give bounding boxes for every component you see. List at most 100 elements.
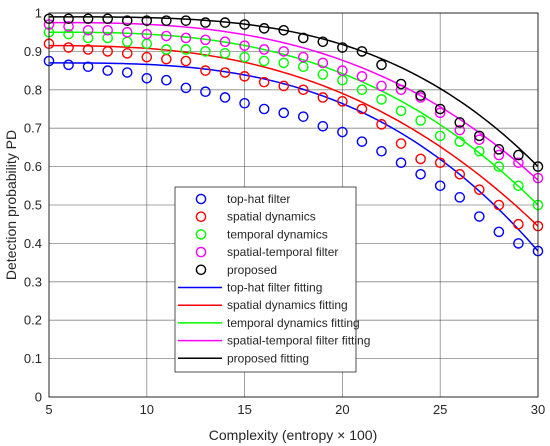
temporal-dynamics-fitting-line	[49, 31, 539, 206]
spatial-temporal-filter-point	[356, 71, 368, 82]
top-hat-filter-point	[474, 211, 485, 222]
proposed-point	[376, 59, 387, 71]
temporal-dynamics-point	[317, 69, 329, 80]
y-tick-label: 1	[35, 6, 42, 21]
x-axis-label: Complexity (entropy × 100)	[209, 427, 377, 443]
legend-label: spatial-temporal filter fitting	[227, 334, 370, 348]
spatial-temporal-filter-point	[376, 80, 387, 92]
spatial-temporal-filter-point	[121, 26, 133, 38]
spatial-dynamics-markers	[43, 38, 544, 232]
temporal-dynamics-point	[258, 55, 270, 67]
temporal-dynamics-point	[454, 136, 466, 147]
temporal-dynamics-point	[395, 105, 407, 117]
spatial-dynamics-fitting-line	[49, 44, 539, 227]
proposed-markers	[43, 13, 544, 172]
proposed-point	[356, 46, 368, 57]
temporal-dynamics-point	[513, 180, 524, 192]
legend-label: proposed	[227, 263, 277, 277]
proposed-point	[415, 90, 426, 101]
x-tick-label: 15	[237, 402, 251, 417]
legend-label: spatial-temporal filter	[227, 245, 338, 259]
y-tick-labels: 0 0.1 0.2 0.3 0.4 0.5 0.6 0.7 0.8 0.9 1	[24, 6, 42, 405]
top-hat-filter-point	[513, 238, 524, 249]
temporal-dynamics-point	[200, 46, 211, 57]
temporal-dynamics-point	[161, 44, 172, 55]
top-hat-filter-markers	[43, 55, 544, 257]
temporal-dynamics-markers	[43, 26, 544, 211]
y-tick-label: 0.3	[24, 274, 42, 289]
proposed-point	[395, 78, 407, 90]
top-hat-filter-point	[121, 67, 133, 78]
spatial-temporal-filter-point	[337, 65, 348, 76]
spatial-dynamics-point	[513, 218, 524, 230]
spatial-temporal-filter-point	[317, 57, 329, 69]
top-hat-filter-point	[278, 107, 290, 119]
spatial-dynamics-point	[493, 199, 505, 211]
temporal-dynamics-point	[474, 145, 485, 157]
top-hat-filter-point	[297, 111, 309, 122]
x-tick-labels: 5 10 15 20 25 30	[45, 402, 545, 417]
y-tick-label: 0.8	[24, 82, 42, 97]
legend-label: temporal dynamics	[227, 227, 328, 241]
spatial-dynamics-point	[415, 153, 426, 165]
spatial-dynamics-point	[356, 103, 368, 115]
spatial-temporal-filter-point	[141, 28, 153, 40]
spatial-temporal-filter-point	[297, 51, 309, 63]
spatial-dynamics-point	[180, 55, 192, 67]
x-tick-label: 20	[335, 402, 349, 417]
proposed-point	[434, 103, 446, 115]
spatial-dynamics-point	[63, 42, 74, 53]
spatial-dynamics-point	[317, 92, 329, 103]
proposed-point	[82, 13, 94, 25]
legend-marker	[195, 264, 207, 276]
x-tick-label: 25	[433, 402, 447, 417]
legend-marker	[195, 229, 207, 240]
proposed-point	[161, 15, 172, 26]
spatial-dynamics-point	[454, 168, 466, 180]
top-hat-filter-point	[219, 92, 231, 103]
x-tick-label: 30	[531, 402, 545, 417]
x-tick-label: 10	[140, 402, 154, 417]
spatial-temporal-filter-point	[434, 107, 446, 119]
top-hat-filter-point	[161, 74, 172, 86]
spatial-dynamics-point	[102, 46, 113, 57]
spatial-temporal-filter-point	[161, 30, 172, 42]
top-hat-filter-point	[415, 168, 426, 180]
proposed-point	[317, 36, 329, 48]
spatial-dynamics-point	[395, 138, 407, 149]
spatial-dynamics-point	[82, 44, 94, 55]
legend-marker	[195, 246, 207, 258]
proposed-point	[493, 144, 505, 155]
spatial-temporal-filter-point	[82, 24, 94, 36]
markers	[43, 13, 544, 257]
temporal-dynamics-point	[102, 32, 113, 44]
top-hat-filter-point	[63, 59, 74, 71]
proposed-point	[121, 15, 133, 26]
proposed-point	[258, 23, 270, 34]
top-hat-filter-point	[239, 97, 250, 109]
top-hat-filter-point	[337, 126, 348, 138]
proposed-point	[513, 149, 524, 161]
legend-label: temporal dynamics fitting	[227, 316, 360, 330]
top-hat-filter-point	[317, 120, 329, 132]
spatial-temporal-filter-point	[63, 21, 74, 32]
proposed-point	[63, 13, 74, 25]
spatial-dynamics-point	[200, 65, 211, 76]
spatial-temporal-filter-point	[102, 24, 113, 36]
spatial-dynamics-point	[258, 76, 270, 88]
proposed-point	[200, 17, 211, 28]
y-tick-label: 0.6	[24, 159, 42, 174]
legend-marker	[195, 211, 207, 222]
top-hat-filter-point	[141, 72, 153, 84]
legend-label: spatial dynamics	[227, 210, 316, 224]
spatial-dynamics-point	[297, 84, 309, 96]
y-tick-label: 0.4	[24, 236, 42, 251]
proposed-point	[219, 17, 231, 28]
y-tick-label: 0.1	[24, 351, 42, 366]
temporal-dynamics-point	[82, 32, 94, 44]
temporal-dynamics-point	[415, 115, 426, 126]
plot-frame	[48, 12, 539, 398]
spatial-dynamics-point	[141, 51, 153, 63]
spatial-temporal-filter-point	[454, 124, 466, 136]
